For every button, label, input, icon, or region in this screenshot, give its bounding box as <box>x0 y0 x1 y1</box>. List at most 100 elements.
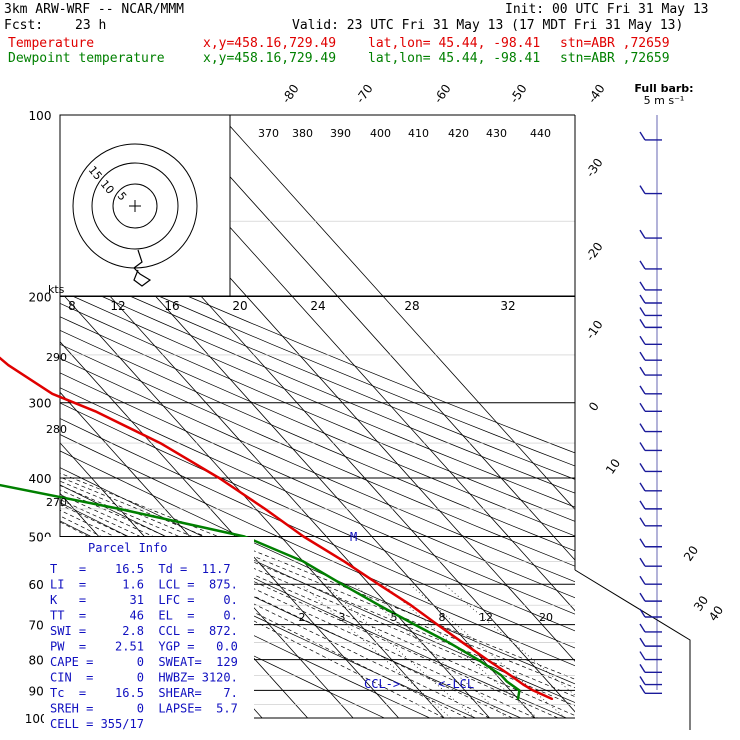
series-point <box>448 641 451 644</box>
mixing-ratio-label: 3 <box>339 611 346 624</box>
wind-barb-flag <box>639 366 646 376</box>
hodograph-ring <box>112 183 158 229</box>
series-point <box>518 689 521 692</box>
wind-barb-flag <box>639 442 646 451</box>
isotherm-line <box>60 341 399 719</box>
temp-label-right: 10 <box>603 456 623 477</box>
ccl-marker: CCL-> <box>364 677 400 691</box>
series-point <box>302 560 305 563</box>
wind-barb-flag <box>639 482 646 492</box>
temp-label-right: -30 <box>583 156 606 180</box>
pressure-label: 400 <box>29 472 52 486</box>
parcel-row: SREH = 0 LAPSE= 5.7 <box>50 702 238 716</box>
moist-adiabat <box>60 504 513 719</box>
hodograph-box <box>59 114 231 297</box>
melting-level-marker: M <box>350 530 357 544</box>
temp-label-top: -70 <box>353 82 376 106</box>
theta-label: 270 <box>46 496 67 509</box>
wind-barb-flag <box>639 385 646 395</box>
legend-dew-latlon: lat,lon= 45.44, -98.41 <box>368 51 541 66</box>
moist-adiabat <box>60 494 559 719</box>
series-point <box>7 364 10 367</box>
legend-dewpoint: Dewpoint temperature <box>8 51 165 66</box>
wind-barb-flag <box>639 335 646 345</box>
wind-barb-flag <box>639 229 646 239</box>
temp-label-right: 40 <box>706 603 726 624</box>
wind-barb-flag <box>639 623 646 633</box>
hodograph-speed-label: 8 <box>68 299 76 313</box>
theta-label: 430 <box>486 127 507 140</box>
wind-barb-flag <box>639 676 646 685</box>
parcel-row: Tc = 16.5 SHEAR= 7. <box>50 686 238 700</box>
mixing-ratio-label: 5 <box>391 611 398 624</box>
hodograph-speed-label: 16 <box>164 299 179 313</box>
temp-label-top: -80 <box>279 82 302 106</box>
pressure-label: 100 <box>29 109 52 123</box>
wind-barb-flag <box>639 463 646 472</box>
parcel-row: T = 16.5 Td = 11.7 <box>50 562 231 576</box>
wind-barb-flag <box>639 651 646 660</box>
hodograph-trace <box>133 249 152 287</box>
series-point <box>505 680 508 683</box>
forecast-hour: 23 h <box>75 18 107 33</box>
series-point <box>532 689 535 692</box>
pressure-label: 300 <box>29 397 52 411</box>
theta-label: 440 <box>530 127 551 140</box>
series-point <box>500 674 503 677</box>
series-point <box>118 507 121 510</box>
lcl-marker: <-LCL <box>438 677 474 691</box>
wind-barb-flag <box>639 663 646 673</box>
series-line <box>0 356 553 701</box>
series-point <box>264 507 266 510</box>
theta-label: 280 <box>46 423 67 436</box>
series-point <box>94 410 97 413</box>
wind-barb-flag <box>639 517 646 527</box>
forecast-label: Fcst: <box>4 18 44 33</box>
wind-barb-flag <box>639 592 646 602</box>
hodograph-speed-label: 20 <box>232 299 247 313</box>
right-axis-extension <box>574 569 691 730</box>
series-point <box>377 583 380 586</box>
temp-label-right: -10 <box>583 318 606 342</box>
isotherm-line <box>219 115 575 511</box>
theta-label: 370 <box>258 127 279 140</box>
parcel-info-box <box>44 537 254 730</box>
series-point <box>218 477 221 479</box>
wind-barb-flag <box>639 608 646 618</box>
parcel-row: CELL = 355/17 <box>50 717 144 731</box>
legend-temp-xy: x,y=458.16,729.49 <box>203 36 337 51</box>
theta-label: 390 <box>330 127 351 140</box>
legend-temperature: Temperature <box>8 36 95 51</box>
legend-dew-station: stn=ABR ,72659 <box>560 51 670 66</box>
parcel-row: SWI = 2.8 CCL = 872. <box>50 624 238 638</box>
temp-label-right: 0 <box>586 399 602 413</box>
temp-label-top: -40 <box>585 82 608 106</box>
series-point <box>509 674 512 677</box>
series-point <box>551 698 554 700</box>
hodograph-ring <box>91 162 179 250</box>
wind-barb-flag <box>639 538 646 548</box>
hodograph-speed-label: 28 <box>404 299 419 313</box>
theta-label: 400 <box>370 127 391 140</box>
init-time: Init: 00 UTC Fri 31 May 13 <box>505 2 709 17</box>
mixing-ratio-line <box>443 583 575 696</box>
isotherm-line <box>60 290 445 719</box>
wind-barb-flag <box>639 423 646 432</box>
full-barb-label: Full barb: <box>634 82 693 95</box>
parcel-row: PW = 2.51 YGP = 0.0 <box>50 640 238 654</box>
parcel-title: Parcel Info <box>88 541 167 555</box>
kts-label: kts <box>48 283 65 296</box>
pressure-label: 200 <box>29 291 52 305</box>
model-title: 3km ARW-WRF -- NCAR/MMM <box>4 2 185 17</box>
theta-label: 410 <box>408 127 429 140</box>
wind-barb-flag <box>639 637 646 647</box>
series-point <box>461 641 464 644</box>
series-point <box>522 683 525 686</box>
temp-label-top: -60 <box>431 82 454 106</box>
hodograph-speed-label: 32 <box>500 299 515 313</box>
temp-label-top: -50 <box>507 82 530 106</box>
wind-barb-flag <box>639 185 646 194</box>
wind-barb-flag <box>639 318 646 328</box>
series-point <box>517 698 519 700</box>
mixing-ratio-label: 2 <box>299 611 306 624</box>
